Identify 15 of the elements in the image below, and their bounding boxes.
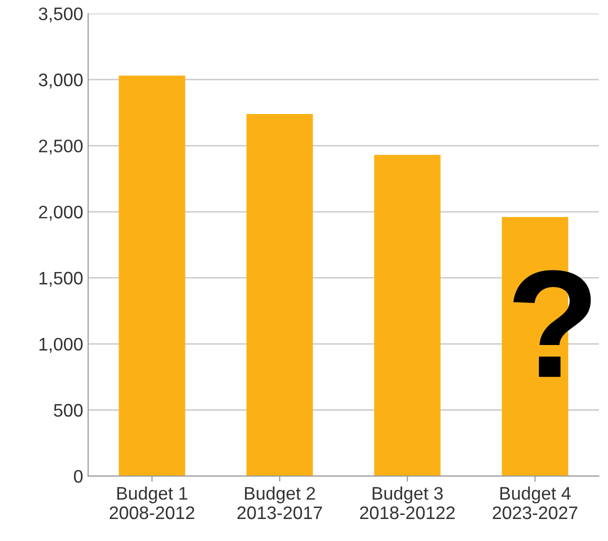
y-tick-label: 2,000 [39, 206, 83, 221]
x-tick-label: Budget 4 2023-2027 [492, 486, 578, 520]
y-tick-label: 0 [74, 470, 83, 483]
bar [374, 154, 441, 476]
y-tick-label: 3,000 [38, 74, 83, 88]
y-tick-label: 2,500 [39, 140, 83, 155]
bar [118, 76, 186, 476]
bar [246, 114, 313, 476]
y-tick-label: 1,500 [39, 272, 83, 287]
y-tick-label: 1,000 [39, 338, 83, 353]
x-tick-label: Budget 2 2013-2017 [237, 486, 322, 520]
y-tick-label: 500 [54, 404, 83, 417]
x-tick-label: Budget 3 2018-20122 [360, 486, 455, 520]
y-tick-label: 3,500 [38, 7, 83, 22]
x-tick-label: Budget 1 2008-2012 [110, 486, 194, 520]
